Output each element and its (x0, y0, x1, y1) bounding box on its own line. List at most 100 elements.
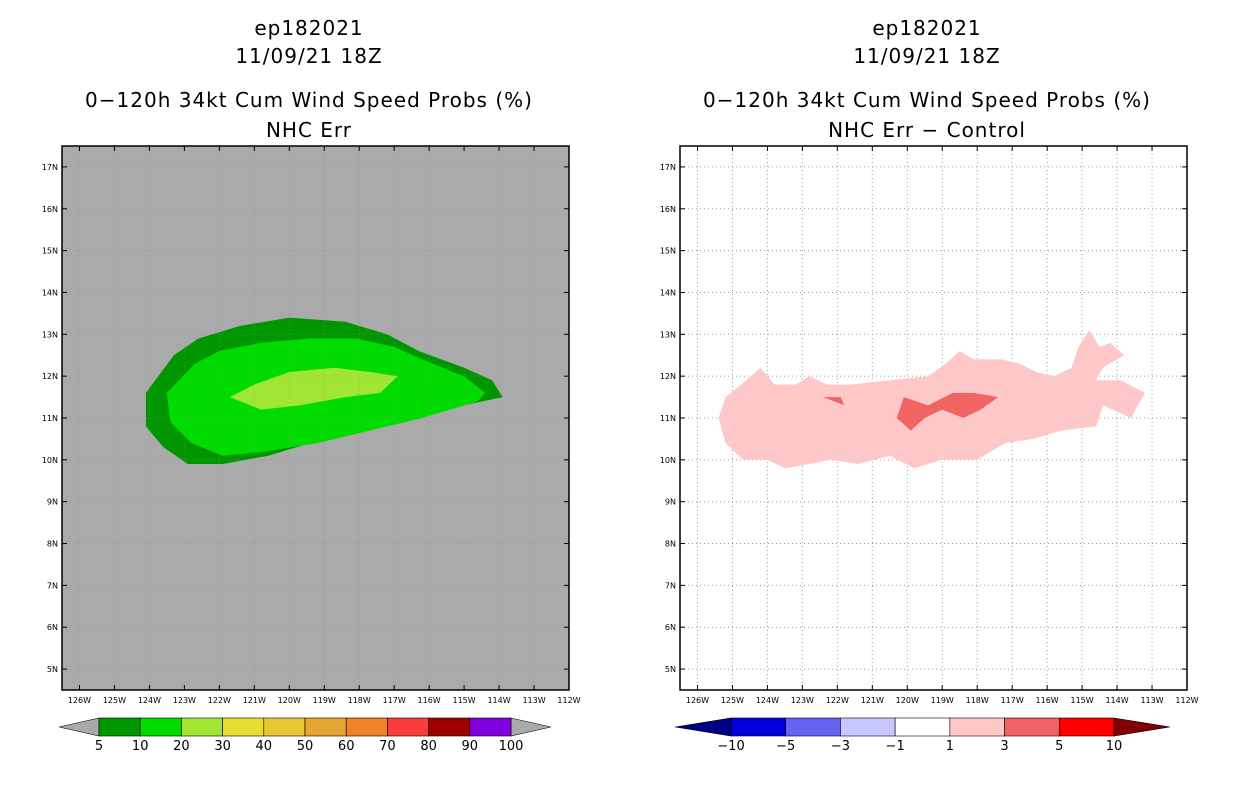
lon-label: 115W (453, 696, 476, 705)
lon-label: 123W (173, 696, 196, 705)
colorbar-label: 10 (1106, 739, 1123, 754)
colorbar-swatch (730, 717, 787, 737)
lon-label: 119W (931, 696, 954, 705)
colorbar-swatch (387, 717, 429, 737)
right-map-panel: ep182021 11/09/21 18Z 0−120h 34kt Cum Wi… (618, 0, 1236, 800)
lat-label: 10N (42, 456, 58, 465)
lon-label: 125W (721, 696, 744, 705)
lat-label: 8N (47, 540, 58, 549)
colorbar-swatch (949, 717, 1005, 737)
colorbar-swatch (181, 717, 223, 737)
lat-label: 14N (660, 288, 676, 297)
colorbar-swatch (345, 717, 388, 737)
lon-label: 113W (1140, 696, 1163, 705)
colorbar-high-arrow (510, 717, 552, 737)
colorbar-swatch (263, 717, 306, 737)
colorbar-label: 10 (132, 739, 149, 754)
contour-region-20-30-2 (229, 367, 398, 410)
lon-label: 116W (418, 696, 441, 705)
lat-label: 12N (660, 372, 676, 381)
contour-region-3-5-1 (896, 392, 999, 431)
lon-label: 114W (487, 696, 510, 705)
lat-label: 6N (47, 623, 58, 632)
colorbar-swatch (785, 717, 841, 737)
colorbar-label: 30 (214, 739, 231, 754)
colorbar-label: −3 (831, 739, 850, 754)
colorbar-label: 5 (95, 739, 103, 754)
lat-label: 16N (42, 205, 58, 214)
left-map-panel: ep182021 11/09/21 18Z 0−120h 34kt Cum Wi… (42, 16, 581, 754)
lat-label: 14N (42, 288, 58, 297)
right-datetime: 11/09/21 18Z (853, 44, 1001, 68)
lat-label: 17N (660, 163, 676, 172)
lat-label: 13N (660, 330, 676, 339)
colorbar-label: 50 (297, 739, 314, 754)
lon-label: 124W (756, 696, 779, 705)
colorbar-swatch (840, 717, 896, 737)
colorbar-high-arrow (1113, 717, 1171, 737)
colorbar-label: 80 (420, 739, 437, 754)
right-title: 0−120h 34kt Cum Wind Speed Probs (%) (703, 88, 1151, 112)
lon-label: 119W (313, 696, 336, 705)
lon-label: 113W (522, 696, 545, 705)
lat-label: 6N (665, 623, 676, 632)
left-storm-id: ep182021 (254, 16, 364, 40)
lat-label: 16N (660, 205, 676, 214)
lat-label: 13N (42, 330, 58, 339)
colorbar-label: −1 (886, 739, 905, 754)
colorbar-label: 5 (1055, 739, 1063, 754)
colorbar-swatch (222, 717, 265, 737)
colorbar-swatch (304, 717, 347, 737)
lat-label: 12N (42, 372, 58, 381)
lon-label: 126W (68, 696, 91, 705)
lon-label: 126W (686, 696, 709, 705)
lat-label: 17N (42, 163, 58, 172)
lat-label: 11N (42, 414, 58, 423)
lon-label: 117W (1001, 696, 1024, 705)
colorbar-swatch (469, 717, 512, 737)
lat-label: 15N (42, 247, 58, 256)
lon-label: 120W (278, 696, 301, 705)
colorbar-low-arrow (674, 717, 732, 737)
left-subtitle: NHC Err (265, 118, 353, 142)
colorbar-swatch (1004, 717, 1060, 737)
right-storm-id: ep182021 (872, 16, 982, 40)
lon-label: 122W (826, 696, 849, 705)
lon-label: 124W (138, 696, 161, 705)
lat-label: 5N (665, 665, 676, 674)
lat-label: 10N (660, 456, 676, 465)
colorbar-label: 100 (499, 739, 524, 754)
colorbar-label: 60 (338, 739, 355, 754)
lon-label: 125W (103, 696, 126, 705)
lat-label: 9N (665, 498, 676, 507)
colorbar-label: −10 (717, 739, 744, 754)
lon-label: 120W (896, 696, 919, 705)
colorbar-label: 20 (173, 739, 190, 754)
lat-label: 7N (665, 581, 676, 590)
lon-label: 112W (557, 696, 580, 705)
lon-label: 115W (1071, 696, 1094, 705)
colorbar-label: 90 (462, 739, 479, 754)
contour-region-3-5-2 (823, 397, 845, 406)
lat-label: 5N (47, 665, 58, 674)
right-map-plot: 17N 16N 15N 14N 13N 12N 11N 10N 9N 8N 7N 6N 5N 126W 12… (660, 145, 1199, 754)
lon-label: 118W (348, 696, 371, 705)
colorbar-swatch (98, 717, 141, 737)
colorbar-label: 70 (379, 739, 396, 754)
left-map-plot: 17N 16N 15N 14N 13N 12N 11N 10N 9N 8N 7N 6N 5N 126W 12… (42, 145, 581, 754)
lat-label: 15N (660, 247, 676, 256)
colorbar-label: 40 (256, 739, 273, 754)
lat-label: 11N (660, 414, 676, 423)
lat-label: 7N (47, 581, 58, 590)
colorbar-label: 3 (1000, 739, 1008, 754)
lon-label: 116W (1036, 696, 1059, 705)
left-title: 0−120h 34kt Cum Wind Speed Probs (%) (85, 88, 533, 112)
lon-label: 122W (208, 696, 231, 705)
lon-label: 112W (1175, 696, 1198, 705)
lon-label: 114W (1105, 696, 1128, 705)
lat-label: 9N (47, 498, 58, 507)
contour-region-1-3-0 (718, 330, 1145, 469)
right-subtitle: NHC Err − Control (828, 118, 1026, 142)
colorbar-label: −5 (776, 739, 795, 754)
lon-label: 121W (861, 696, 884, 705)
